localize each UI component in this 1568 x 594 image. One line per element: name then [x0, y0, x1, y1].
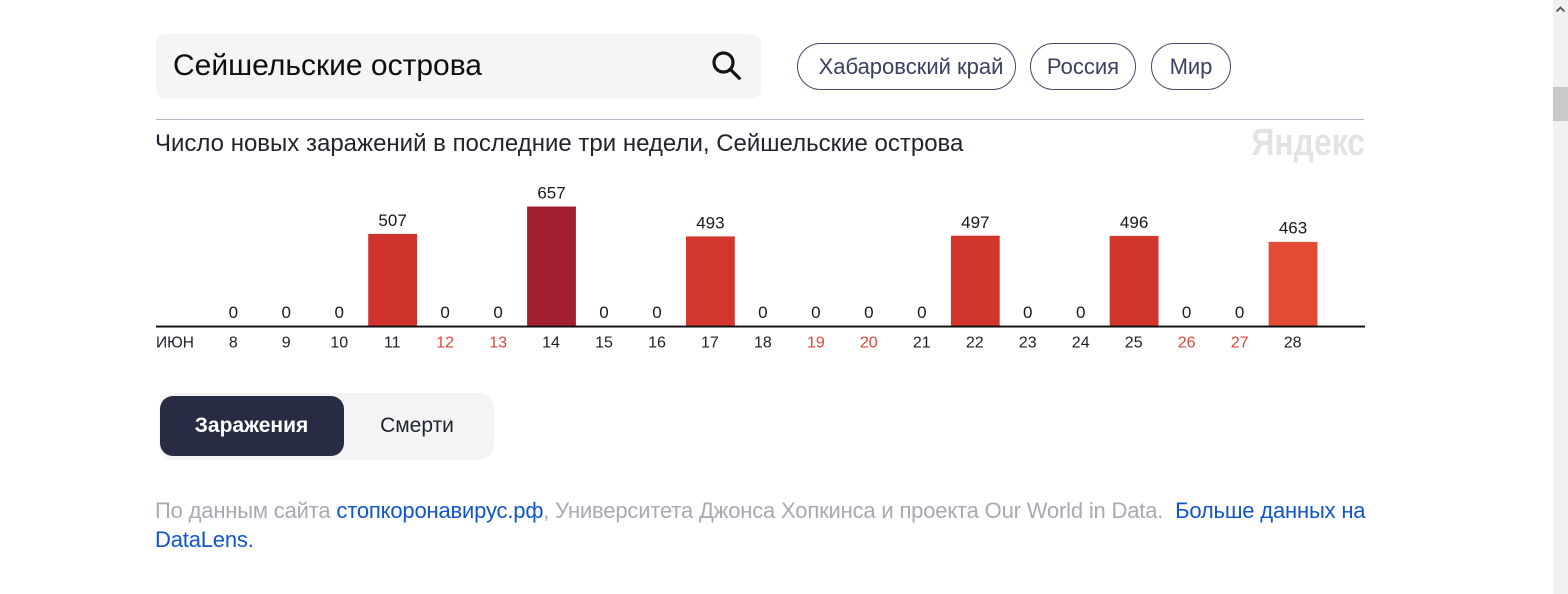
svg-text:28: 28 [1284, 335, 1302, 352]
svg-text:0: 0 [440, 303, 449, 322]
svg-text:11: 11 [384, 335, 401, 352]
svg-text:507: 507 [378, 211, 406, 230]
svg-text:0: 0 [334, 303, 343, 322]
svg-text:10: 10 [330, 335, 348, 352]
svg-text:22: 22 [966, 335, 984, 352]
svg-text:25: 25 [1125, 335, 1143, 352]
svg-text:9: 9 [282, 335, 291, 352]
svg-text:21: 21 [913, 335, 931, 352]
svg-text:13: 13 [489, 335, 507, 352]
svg-text:463: 463 [1279, 218, 1307, 237]
svg-text:14: 14 [542, 335, 560, 352]
svg-text:19: 19 [807, 335, 825, 352]
svg-text:12: 12 [436, 335, 454, 352]
svg-text:496: 496 [1120, 213, 1148, 232]
svg-text:0: 0 [281, 303, 290, 322]
svg-text:497: 497 [961, 213, 989, 232]
svg-text:27: 27 [1231, 335, 1249, 352]
svg-text:26: 26 [1178, 335, 1196, 352]
svg-text:657: 657 [537, 184, 565, 203]
svg-text:15: 15 [595, 335, 613, 352]
svg-text:20: 20 [860, 335, 878, 352]
svg-text:0: 0 [864, 303, 873, 322]
svg-text:0: 0 [599, 303, 608, 322]
svg-text:18: 18 [754, 335, 772, 352]
svg-text:0: 0 [917, 303, 926, 322]
svg-text:ИЮН: ИЮН [156, 335, 194, 352]
svg-text:0: 0 [229, 303, 238, 322]
svg-text:24: 24 [1072, 335, 1090, 352]
svg-text:23: 23 [1019, 335, 1037, 352]
svg-text:0: 0 [1235, 303, 1244, 322]
svg-text:17: 17 [701, 335, 719, 352]
svg-text:0: 0 [1182, 303, 1191, 322]
svg-text:0: 0 [652, 303, 661, 322]
svg-text:0: 0 [1023, 303, 1032, 322]
svg-text:8: 8 [229, 335, 238, 352]
svg-text:0: 0 [811, 303, 820, 322]
svg-text:0: 0 [493, 303, 502, 322]
svg-text:0: 0 [1076, 303, 1085, 322]
svg-text:0: 0 [758, 303, 767, 322]
svg-text:493: 493 [696, 214, 724, 233]
svg-text:16: 16 [648, 335, 666, 352]
